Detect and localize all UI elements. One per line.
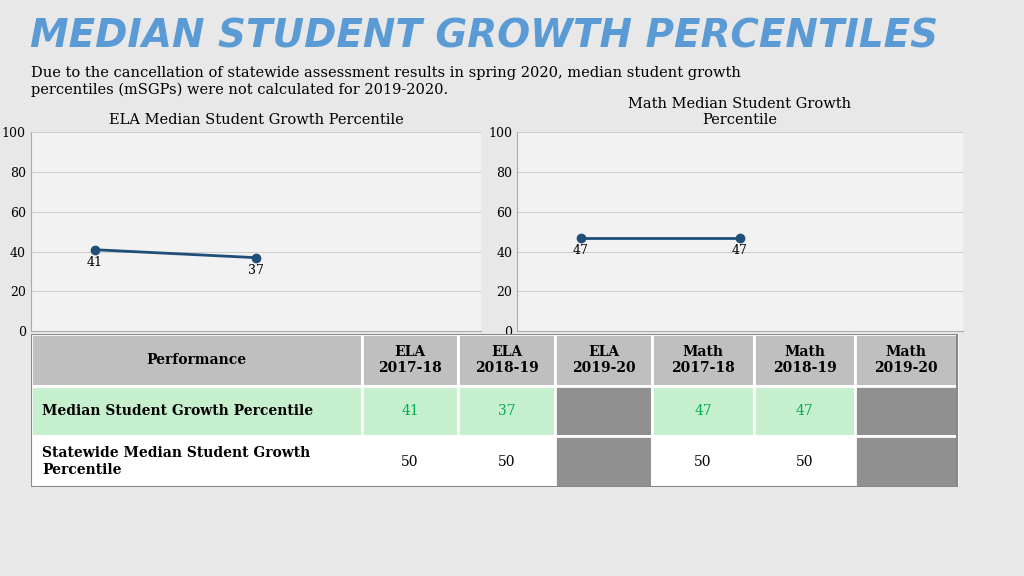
- Text: 47: 47: [732, 244, 748, 257]
- Bar: [855, 437, 957, 487]
- Text: 47: 47: [796, 404, 813, 418]
- Text: 41: 41: [87, 256, 103, 268]
- Text: 50: 50: [498, 454, 516, 468]
- Bar: [652, 386, 754, 437]
- Text: 41: 41: [401, 404, 419, 418]
- Bar: [31, 437, 361, 487]
- Bar: [555, 386, 652, 437]
- Text: 50: 50: [694, 454, 712, 468]
- Bar: [555, 437, 652, 487]
- Bar: [459, 386, 555, 437]
- Bar: [652, 334, 754, 386]
- Text: 47: 47: [694, 404, 712, 418]
- Bar: [31, 334, 361, 386]
- Bar: [555, 334, 652, 386]
- Bar: [754, 386, 855, 437]
- Bar: [361, 437, 459, 487]
- Text: ELA
2018-19: ELA 2018-19: [475, 345, 539, 375]
- Bar: [31, 386, 361, 437]
- Text: 50: 50: [401, 454, 419, 468]
- Text: Math
2019-20: Math 2019-20: [874, 345, 938, 375]
- Text: Statewide Median Student Growth
Percentile: Statewide Median Student Growth Percenti…: [42, 446, 310, 476]
- Text: 50: 50: [796, 454, 813, 468]
- Bar: [361, 386, 459, 437]
- Text: Math
2018-19: Math 2018-19: [773, 345, 837, 375]
- Bar: [754, 334, 855, 386]
- Title: Math Median Student Growth
Percentile: Math Median Student Growth Percentile: [629, 97, 851, 127]
- Text: Performance: Performance: [146, 353, 246, 367]
- Text: Math
2017-18: Math 2017-18: [671, 345, 735, 375]
- Text: Due to the cancellation of statewide assessment results in spring 2020, median s: Due to the cancellation of statewide ass…: [31, 66, 740, 97]
- Text: MEDIAN STUDENT GROWTH PERCENTILES: MEDIAN STUDENT GROWTH PERCENTILES: [30, 17, 938, 55]
- Bar: [459, 334, 555, 386]
- Bar: [855, 334, 957, 386]
- Text: ELA
2017-18: ELA 2017-18: [378, 345, 441, 375]
- Bar: [361, 334, 459, 386]
- Text: 37: 37: [498, 404, 516, 418]
- Bar: [855, 386, 957, 437]
- Text: 47: 47: [572, 244, 589, 257]
- Bar: [459, 437, 555, 487]
- Bar: [652, 437, 754, 487]
- Text: Median Student Growth Percentile: Median Student Growth Percentile: [42, 404, 313, 418]
- Text: 37: 37: [248, 264, 264, 276]
- Text: ELA
2019-20: ELA 2019-20: [572, 345, 636, 375]
- Bar: [754, 437, 855, 487]
- Title: ELA Median Student Growth Percentile: ELA Median Student Growth Percentile: [109, 113, 403, 127]
